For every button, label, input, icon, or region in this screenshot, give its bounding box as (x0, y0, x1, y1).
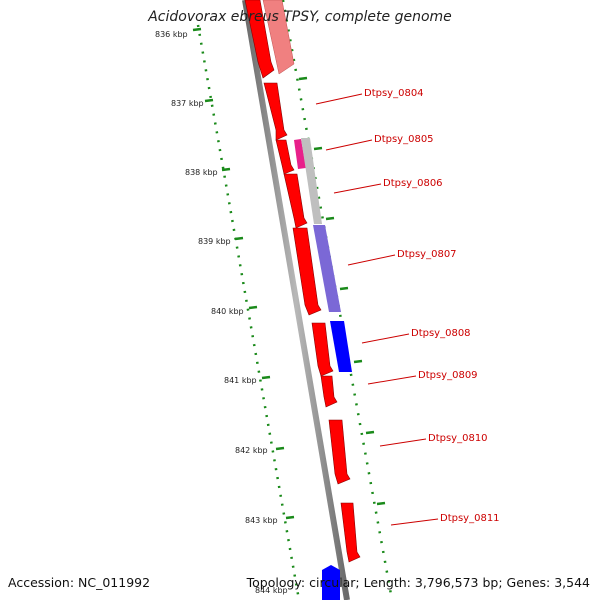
scale-label: 843 kbp (245, 516, 278, 525)
gene-feature[interactable] (283, 173, 308, 229)
scale-labels: 836 kbp 837 kbp 838 kbp 839 kbp 840 kbp … (155, 30, 288, 595)
outer-strand-genes (262, 0, 352, 600)
scale-label: 839 kbp (198, 237, 231, 246)
inner-strand-genes (244, 0, 361, 563)
scale-label: 836 kbp (155, 30, 188, 39)
gene-feature[interactable] (244, 0, 275, 79)
gene-feature[interactable] (262, 0, 295, 75)
gene-label[interactable]: Dtpsy_0808 (411, 328, 471, 339)
scale-label: 840 kbp (211, 307, 244, 316)
gene-label[interactable]: Dtpsy_0804 (364, 88, 424, 99)
scale-track-inner (196, 24, 301, 600)
gene-label[interactable]: Dtpsy_0810 (428, 433, 488, 444)
gene-label[interactable]: Dtpsy_0805 (374, 134, 434, 145)
scale-label: 841 kbp (224, 376, 257, 385)
scale-label: 838 kbp (185, 168, 218, 177)
gene-label[interactable]: Dtpsy_0811 (440, 513, 500, 524)
gene-feature[interactable] (322, 565, 340, 600)
scale-label: 844 kbp (255, 586, 288, 595)
label-leaders (315, 93, 439, 526)
gene-feature[interactable] (292, 227, 322, 316)
scale-track-outer (281, 0, 394, 600)
gene-labels: Dtpsy_0804 Dtpsy_0805 Dtpsy_0806 Dtpsy_0… (364, 88, 500, 524)
gene-feature[interactable] (301, 138, 322, 224)
gene-feature[interactable] (263, 82, 288, 141)
map-title: Acidovorax ebreus TPSY, complete genome (148, 9, 452, 25)
scale-ticks-outer (298, 76, 386, 506)
gene-label[interactable]: Dtpsy_0809 (418, 370, 478, 381)
gene-feature[interactable] (313, 225, 341, 312)
genome-summary: Topology: circular; Length: 3,796,573 bp… (246, 575, 590, 590)
gene-feature[interactable] (311, 322, 334, 377)
accession-text: Accession: NC_011992 (8, 575, 151, 590)
scale-label: 842 kbp (235, 446, 268, 455)
gene-label[interactable]: Dtpsy_0806 (383, 178, 443, 189)
gene-label[interactable]: Dtpsy_0807 (397, 249, 457, 260)
genome-backbone (242, 0, 350, 600)
gene-feature[interactable] (330, 321, 352, 372)
gene-feature[interactable] (328, 419, 351, 485)
scale-label: 837 kbp (171, 99, 204, 108)
gene-feature[interactable] (340, 502, 361, 563)
gene-feature[interactable] (320, 375, 338, 408)
gene-feature[interactable] (294, 139, 306, 169)
gene-feature[interactable] (275, 139, 295, 175)
scale-ticks-inner (192, 27, 295, 520)
